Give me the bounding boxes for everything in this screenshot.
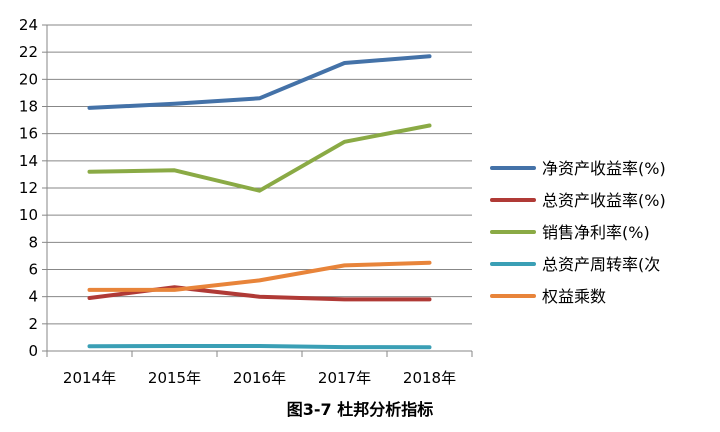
x-tick-label: 2018年 bbox=[403, 369, 456, 387]
y-tick-label: 22 bbox=[19, 43, 38, 61]
y-tick-label: 14 bbox=[19, 152, 38, 170]
y-tick-label: 10 bbox=[19, 206, 38, 224]
y-tick-label: 24 bbox=[19, 16, 38, 34]
x-axis-tick-labels: 2014年 2015年 2016年 2017年 2018年 bbox=[63, 369, 456, 387]
series-lines bbox=[87, 54, 432, 350]
series-line bbox=[87, 344, 432, 350]
legend-label: 销售净利率(%) bbox=[542, 223, 650, 242]
y-tick-label: 8 bbox=[28, 233, 38, 251]
series-line bbox=[87, 54, 432, 110]
y-tick-label: 18 bbox=[19, 98, 38, 116]
series-line bbox=[87, 260, 432, 292]
legend-label: 总资产收益率(%) bbox=[542, 191, 666, 210]
figure-caption: 图3-7 杜邦分析指标 bbox=[286, 400, 434, 419]
series-line bbox=[87, 123, 432, 193]
y-tick-label: 20 bbox=[19, 70, 38, 88]
y-tick-label: 12 bbox=[19, 179, 38, 197]
x-tick-label: 2014年 bbox=[63, 369, 116, 387]
legend-label: 净资产收益率(%) bbox=[542, 159, 666, 178]
y-tick-label: 4 bbox=[28, 288, 38, 306]
y-tick-label: 6 bbox=[28, 261, 38, 279]
x-tick-label: 2017年 bbox=[318, 369, 371, 387]
x-tick-label: 2016年 bbox=[233, 369, 286, 387]
y-tick-label: 0 bbox=[28, 342, 38, 360]
y-tick-label: 2 bbox=[28, 315, 38, 333]
legend-label: 总资产周转率(次 bbox=[542, 255, 660, 274]
x-tick-label: 2015年 bbox=[148, 369, 201, 387]
y-tick-label: 16 bbox=[19, 125, 38, 143]
gridlines bbox=[47, 24, 472, 325]
axes bbox=[42, 24, 473, 357]
legend-label: 权益乘数 bbox=[542, 287, 606, 306]
